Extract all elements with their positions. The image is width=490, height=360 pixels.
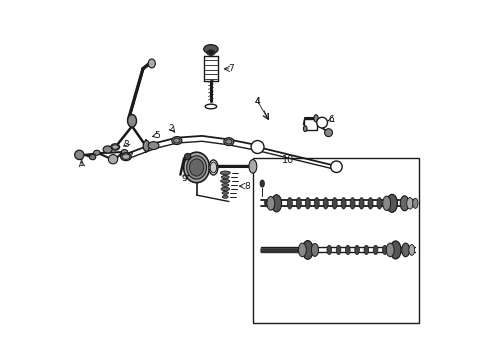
Ellipse shape — [298, 243, 306, 257]
Text: 5: 5 — [154, 131, 160, 140]
Text: 7: 7 — [228, 64, 234, 73]
Ellipse shape — [172, 136, 182, 144]
Ellipse shape — [260, 180, 265, 187]
Ellipse shape — [220, 171, 230, 175]
Ellipse shape — [327, 245, 332, 255]
Ellipse shape — [112, 145, 119, 149]
Circle shape — [184, 153, 191, 160]
Ellipse shape — [184, 152, 210, 183]
Circle shape — [108, 154, 118, 164]
Ellipse shape — [221, 184, 229, 186]
Ellipse shape — [122, 154, 130, 159]
Ellipse shape — [225, 139, 232, 144]
Ellipse shape — [387, 194, 397, 212]
Ellipse shape — [210, 162, 217, 173]
Ellipse shape — [207, 50, 215, 55]
Ellipse shape — [303, 126, 307, 132]
Ellipse shape — [148, 141, 159, 149]
Circle shape — [251, 140, 264, 153]
Ellipse shape — [336, 245, 341, 255]
Ellipse shape — [305, 198, 310, 209]
Text: 2: 2 — [169, 123, 174, 132]
Ellipse shape — [368, 198, 373, 209]
Ellipse shape — [220, 180, 230, 183]
Text: 10: 10 — [282, 155, 294, 165]
Ellipse shape — [383, 196, 391, 211]
Ellipse shape — [89, 154, 96, 160]
Bar — [304, 119, 318, 130]
Ellipse shape — [143, 140, 149, 151]
Ellipse shape — [364, 245, 368, 255]
Ellipse shape — [271, 195, 282, 212]
Circle shape — [317, 117, 327, 128]
Ellipse shape — [249, 159, 257, 173]
Text: 1: 1 — [79, 159, 85, 168]
Ellipse shape — [350, 198, 355, 209]
Bar — [253, 158, 418, 323]
Ellipse shape — [222, 192, 228, 194]
Ellipse shape — [190, 159, 204, 176]
Ellipse shape — [221, 176, 229, 179]
Ellipse shape — [204, 45, 218, 54]
Ellipse shape — [314, 115, 318, 122]
Ellipse shape — [222, 195, 228, 198]
Ellipse shape — [287, 198, 293, 209]
Text: 9: 9 — [181, 174, 187, 183]
Ellipse shape — [355, 245, 359, 255]
Ellipse shape — [209, 160, 218, 175]
Text: 6: 6 — [328, 115, 334, 124]
Ellipse shape — [314, 198, 319, 209]
Ellipse shape — [121, 153, 131, 161]
Circle shape — [209, 50, 213, 54]
Ellipse shape — [402, 243, 410, 257]
Ellipse shape — [187, 156, 206, 179]
Ellipse shape — [205, 104, 217, 109]
Ellipse shape — [148, 59, 155, 68]
Ellipse shape — [386, 243, 394, 257]
Ellipse shape — [359, 198, 364, 209]
Text: 4: 4 — [255, 96, 260, 105]
Ellipse shape — [302, 240, 313, 259]
Ellipse shape — [127, 114, 137, 127]
Circle shape — [331, 161, 342, 172]
Circle shape — [74, 150, 84, 159]
Ellipse shape — [341, 198, 346, 209]
Ellipse shape — [122, 149, 128, 154]
Ellipse shape — [332, 198, 337, 209]
Ellipse shape — [409, 244, 415, 255]
Ellipse shape — [323, 198, 328, 209]
Ellipse shape — [407, 198, 413, 209]
Ellipse shape — [373, 245, 378, 255]
Ellipse shape — [390, 241, 401, 259]
Ellipse shape — [94, 150, 100, 155]
Ellipse shape — [103, 146, 112, 153]
Ellipse shape — [311, 243, 318, 256]
Ellipse shape — [296, 198, 301, 209]
Text: 4: 4 — [255, 96, 260, 105]
Ellipse shape — [383, 245, 387, 255]
Ellipse shape — [224, 138, 234, 145]
Circle shape — [324, 129, 333, 136]
Text: 8: 8 — [245, 181, 250, 190]
Text: 3: 3 — [123, 140, 129, 149]
Ellipse shape — [221, 187, 230, 190]
Ellipse shape — [400, 196, 409, 211]
Ellipse shape — [111, 144, 120, 150]
Ellipse shape — [345, 245, 350, 255]
Ellipse shape — [267, 197, 275, 210]
Ellipse shape — [413, 198, 418, 208]
Ellipse shape — [377, 198, 382, 209]
Ellipse shape — [173, 138, 180, 143]
